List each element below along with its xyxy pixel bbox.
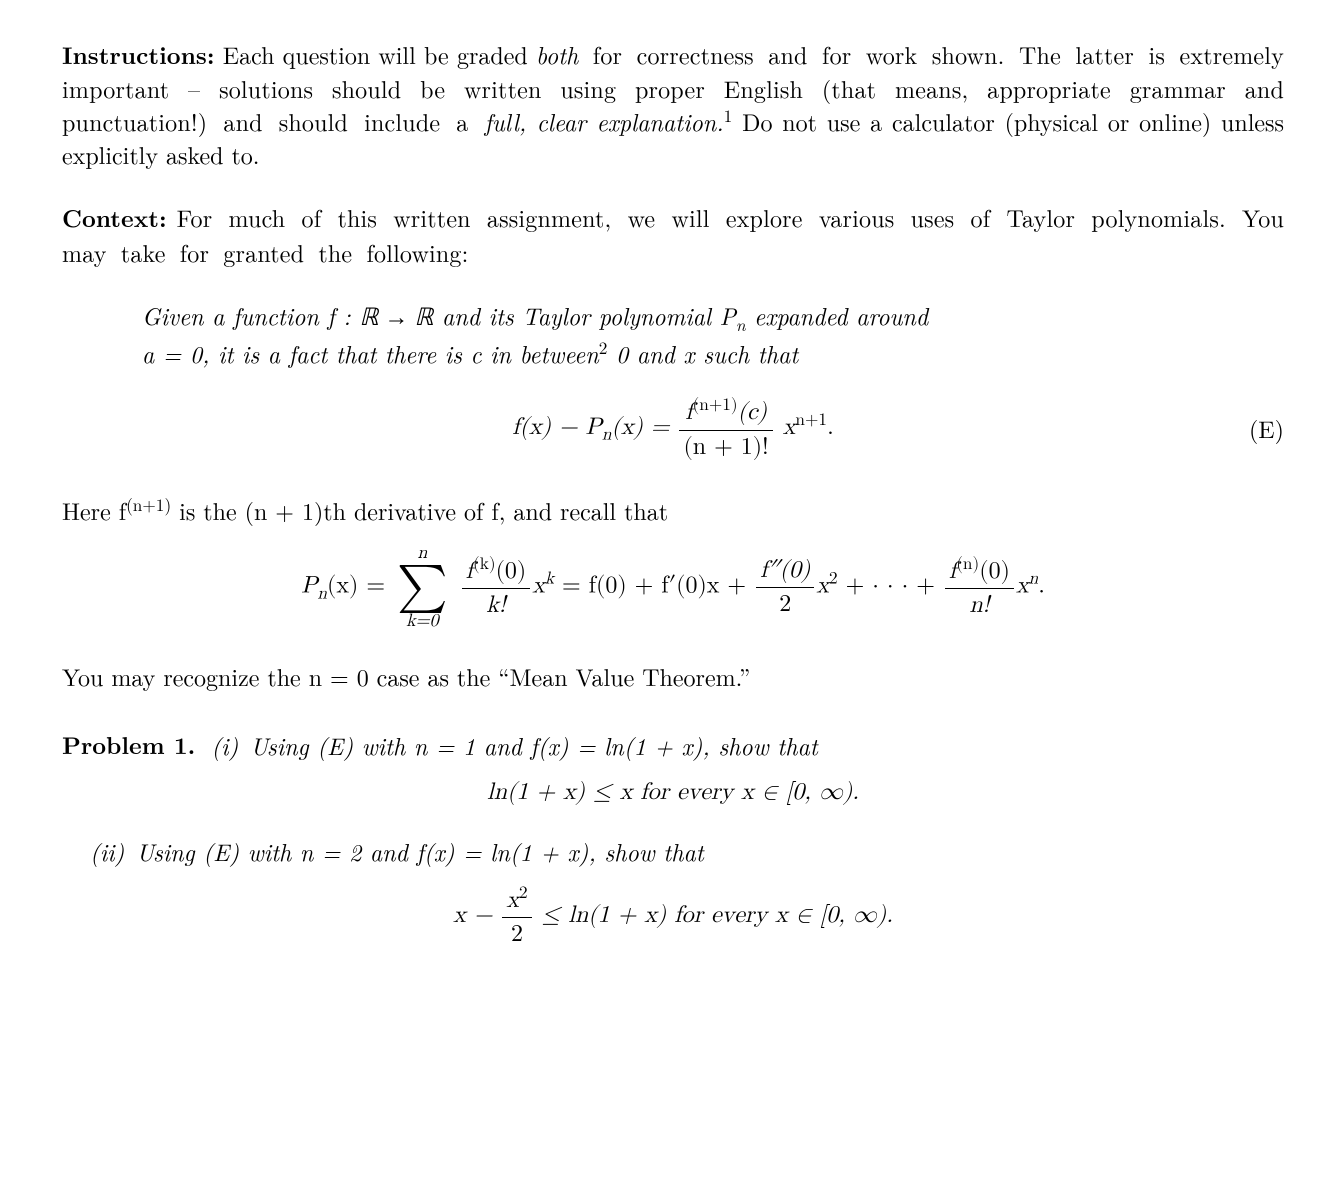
here-paragraph: Here f(n+1) is the (n + 1)th derivative … bbox=[62, 494, 1284, 527]
here-b: is the (n + 1)th derivative of f, and re… bbox=[171, 493, 668, 527]
given-line-2: a = 0, it is a fact that there is c in b… bbox=[142, 337, 1204, 370]
equation-E: f(x) − Pn(x) = f(n+1)(c) (n + 1)! xn+1. bbox=[512, 394, 834, 463]
pn-fracnum-sup: (k) bbox=[473, 556, 496, 573]
pn-tn-xsup: n bbox=[1029, 570, 1039, 587]
problem-1-ii-math: x − x2 2 ≤ ln(1 + x) for every x ∈ [0, ∞… bbox=[62, 882, 1284, 951]
pn-fracnum-b: (0) bbox=[496, 559, 527, 583]
pn-tn-num-b: (0) bbox=[979, 559, 1010, 583]
pn-sum-sym: ∑ bbox=[397, 566, 448, 609]
pn-equation: Pn(x) = n ∑ k=0 f(k)(0) k! xk = f(0) + f… bbox=[62, 541, 1284, 634]
eqE-num-b: (c) bbox=[738, 400, 767, 424]
p1ii-rhs: ≤ ln(1 + x) for every x ∈ [0, ∞). bbox=[542, 903, 893, 927]
given-sub-n: n bbox=[736, 312, 746, 336]
pn-tn-sup: (n) bbox=[956, 556, 979, 573]
eqE-dot: . bbox=[827, 415, 834, 439]
p1ii-frac-num-sup: 2 bbox=[519, 885, 528, 902]
problem-1-ii-label: (ii) bbox=[90, 835, 124, 868]
problem-1-i-math: ln(1 + x) ≤ x for every x ∈ [0, ∞). bbox=[62, 776, 1284, 809]
problem-1-i: (i) Using (E) with n = 1 and f(x) = ln(1… bbox=[211, 729, 1284, 762]
pn-dot: . bbox=[1038, 573, 1045, 597]
pn-frac-2: f″(0) 2 bbox=[756, 554, 814, 621]
eqE-lhs-a: f(x) − P bbox=[512, 415, 602, 439]
context-label: Context: bbox=[62, 201, 167, 235]
pn-sum-below: k=0 bbox=[397, 609, 448, 634]
equation-E-row: f(x) − Pn(x) = f(n+1)(c) (n + 1)! xn+1. … bbox=[62, 394, 1284, 463]
given-RR: ℝ → ℝ bbox=[359, 305, 433, 331]
context-body: For much of this written assignment, we … bbox=[62, 200, 1284, 268]
pn-eq: = f(0) + f′(0)x + bbox=[562, 573, 754, 597]
summation-icon: n ∑ k=0 bbox=[397, 541, 448, 634]
p1ii-lhs-a: x − bbox=[453, 903, 500, 927]
pn-xk-sup: k bbox=[545, 570, 554, 587]
problem-1-body: (i) Using (E) with n = 1 and f(x) = ln(1… bbox=[211, 729, 1284, 762]
pn-t2-num: f″(0) bbox=[756, 554, 814, 588]
eqE-rhs-sup: n+1 bbox=[795, 412, 827, 429]
eqE-num-sup: (n+1) bbox=[693, 397, 738, 414]
here-sup: (n+1) bbox=[126, 493, 171, 517]
pn-lhs-a: P bbox=[301, 573, 317, 597]
given-line-1b: and its Taylor polynomial P bbox=[442, 298, 736, 332]
mvt-paragraph: You may recognize the n = 0 case as the … bbox=[62, 660, 1284, 693]
equation-E-tag: (E) bbox=[1249, 412, 1284, 445]
given-line-2a: a = 0, it is a fact that there is c in b… bbox=[142, 336, 599, 370]
pn-t2-sup: 2 bbox=[829, 570, 838, 587]
instructions-both: both bbox=[536, 37, 578, 71]
footnote-2: 2 bbox=[599, 336, 608, 360]
pn-tn-x: x bbox=[1016, 573, 1029, 597]
problem-1-label: Problem 1. bbox=[62, 729, 195, 762]
instructions-full-clear: full, clear explana­tion. bbox=[485, 104, 724, 138]
p1ii-frac: x2 2 bbox=[502, 882, 531, 951]
pn-xk: x bbox=[532, 573, 545, 597]
pn-fracden: k! bbox=[462, 589, 531, 622]
eqE-den: (n + 1)! bbox=[679, 431, 772, 464]
footnote-1: 1 bbox=[724, 104, 733, 128]
here-a: Here f bbox=[62, 493, 126, 527]
given-line-1c: expanded around bbox=[754, 298, 928, 332]
given-line-2b: 0 and x such that bbox=[616, 336, 798, 370]
pn-frac-n: f(n)(0) n! bbox=[945, 553, 1014, 622]
p1ii-frac-num: x bbox=[506, 888, 519, 912]
given-line-1: Given a function f : ℝ → ℝ and its Taylo… bbox=[142, 299, 1204, 338]
eqE-rhs-a: x bbox=[783, 415, 796, 439]
problem-1-i-label: (i) bbox=[211, 729, 238, 762]
pn-t2-x: x bbox=[816, 573, 829, 597]
problem-1-ii-text: Using (E) with n = 2 and f(x) = ln(1 + x… bbox=[136, 835, 1284, 868]
pn-frac-k: f(k)(0) k! bbox=[462, 553, 531, 622]
instructions-body-a: Each question will be graded bbox=[223, 37, 536, 71]
pn-lhs-b: (x) = bbox=[327, 573, 393, 597]
pn-fracnum-a: f bbox=[466, 559, 473, 583]
p1ii-frac-den: 2 bbox=[502, 918, 531, 951]
pn-sum-above: n bbox=[397, 541, 448, 566]
pn-dots: + · · · + bbox=[846, 573, 943, 597]
instructions-label: Instructions: bbox=[62, 38, 214, 72]
pn-lhs-sub: n bbox=[317, 585, 327, 602]
given-block: Given a function f : ℝ → ℝ and its Taylo… bbox=[142, 299, 1204, 371]
given-line-1a: Given a function f : bbox=[142, 298, 351, 332]
instructions-paragraph: Instructions: Each question will be grad… bbox=[62, 38, 1284, 171]
pn-t2-den: 2 bbox=[756, 588, 814, 621]
eqE-lhs-b: (x) = bbox=[611, 415, 677, 439]
eqE-num-a: f bbox=[685, 400, 692, 424]
pn-tn-den: n! bbox=[945, 589, 1014, 622]
problem-1: Problem 1. (i) Using (E) with n = 1 and … bbox=[62, 729, 1284, 762]
problem-1-i-text: Using (E) with n = 1 and f(x) = ln(1 + x… bbox=[250, 729, 1284, 762]
eqE-frac: f(n+1)(c) (n + 1)! bbox=[679, 394, 772, 463]
context-paragraph: Context: For much of this written assign… bbox=[62, 201, 1284, 268]
problem-1-ii: (ii) Using (E) with n = 2 and f(x) = ln(… bbox=[90, 835, 1284, 868]
